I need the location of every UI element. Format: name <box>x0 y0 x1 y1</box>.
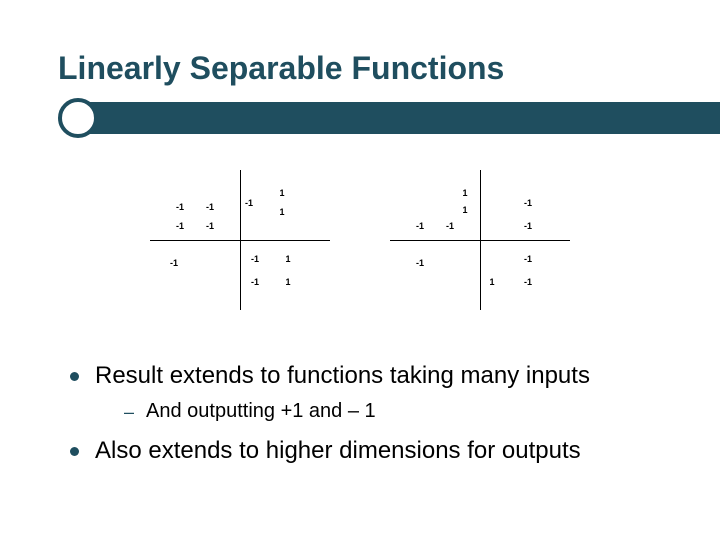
bullet-dash-icon: – <box>124 402 134 423</box>
bullet-item: Result extends to functions taking many … <box>70 362 670 390</box>
bullet-text: Also extends to higher dimensions for ou… <box>95 437 581 465</box>
chart-point-label: -1 <box>446 221 454 231</box>
chart-right: 1 -1 1 -1 -1 -1 -1 -1 1 -1 <box>390 170 570 310</box>
chart-point-label: 1 <box>279 207 284 217</box>
axis-vertical <box>480 170 481 310</box>
chart-point-label: -1 <box>524 198 532 208</box>
chart-point-label: 1 <box>285 254 290 264</box>
chart-point-label: 1 <box>462 205 467 215</box>
bullet-sub-item: – And outputting +1 and – 1 <box>124 400 670 423</box>
bullet-text: Result extends to functions taking many … <box>95 362 590 390</box>
chart-left: -1 -1 -1 1 -1 -1 1 -1 -1 1 -1 1 <box>150 170 330 310</box>
chart-point-label: -1 <box>524 221 532 231</box>
chart-point-label: -1 <box>251 277 259 287</box>
bullet-item: Also extends to higher dimensions for ou… <box>70 437 670 465</box>
chart-point-label: 1 <box>462 188 467 198</box>
bullet-dot-icon <box>70 372 79 381</box>
bullet-sub-text: And outputting +1 and – 1 <box>146 400 376 423</box>
chart-point-label: 1 <box>489 277 494 287</box>
chart-point-label: -1 <box>206 202 214 212</box>
slide-title: Linearly Separable Functions <box>58 50 504 87</box>
slide: Linearly Separable Functions -1-1-11-1-1… <box>0 0 720 540</box>
chart-point-label: -1 <box>245 198 253 208</box>
chart-point-label: -1 <box>170 258 178 268</box>
charts-region: -1 -1 -1 1 -1 -1 1 -1 -1 1 -1 1 1 -1 1 -1 -1 -1 -1 -1 1 -1 <box>150 170 570 320</box>
axis-vertical <box>240 170 241 310</box>
chart-point-label: -1 <box>206 221 214 231</box>
accent-circle-icon <box>58 98 98 138</box>
chart-point-label: 1 <box>285 277 290 287</box>
bullet-dot-icon <box>70 447 79 456</box>
chart-point-label: -1 <box>176 221 184 231</box>
chart-point-label: -1 <box>524 277 532 287</box>
chart-point-label: -1 <box>251 254 259 264</box>
chart-point-label: 1 <box>279 188 284 198</box>
chart-point-label: -1 <box>176 202 184 212</box>
chart-point-label: -1 <box>524 254 532 264</box>
bullet-list: Result extends to functions taking many … <box>70 362 670 475</box>
accent-bar <box>80 102 720 134</box>
chart-point-label: -1 <box>416 221 424 231</box>
chart-point-label: -1 <box>416 258 424 268</box>
